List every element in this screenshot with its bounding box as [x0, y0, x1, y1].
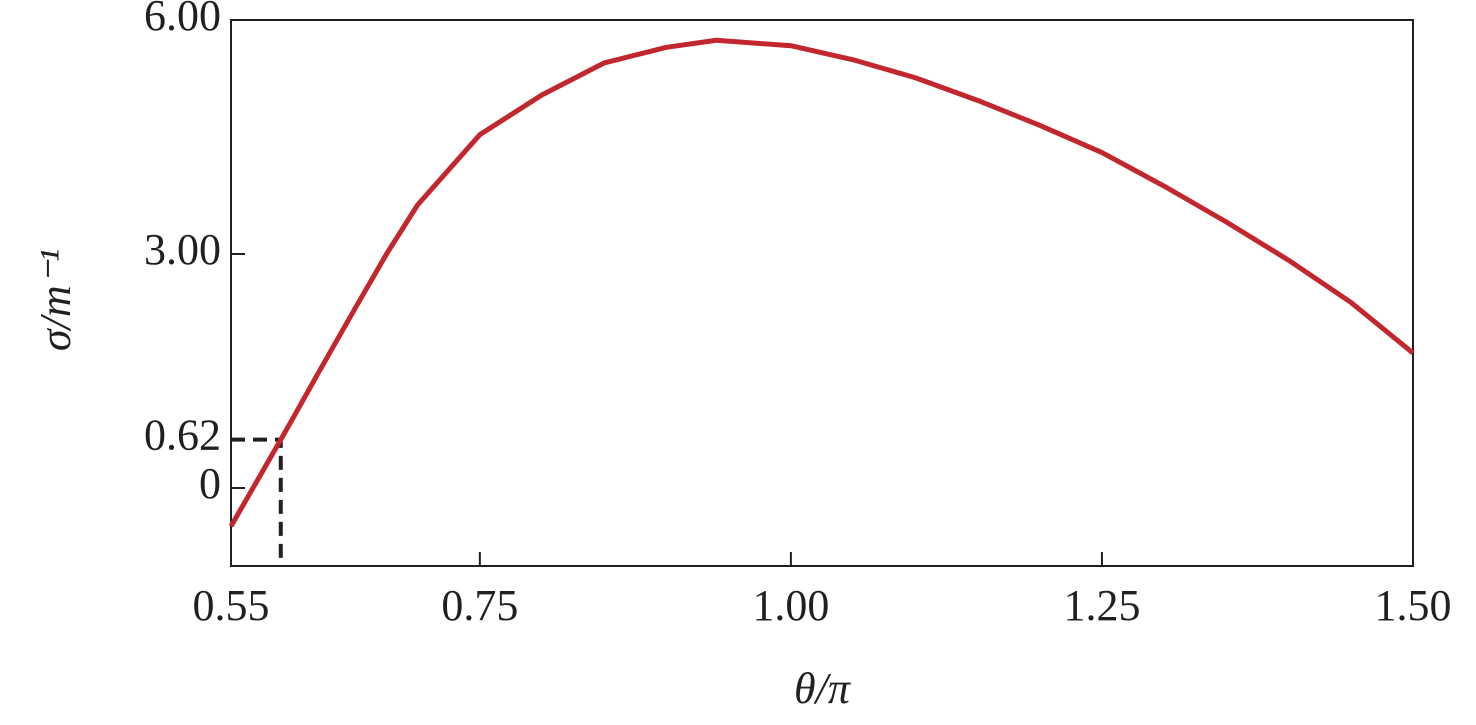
- x-tick-label: 0.55: [193, 581, 270, 630]
- plot-frame: [230, 19, 1414, 567]
- y-tick-label: 3.00: [144, 225, 221, 274]
- x-tick-label: 1.25: [1063, 581, 1140, 630]
- y-tick-label: 0.62: [144, 411, 221, 460]
- reference-line: [231, 437, 283, 566]
- y-tick-label: 6.00: [144, 0, 221, 40]
- x-tick-label: 1.00: [752, 581, 829, 630]
- line: [228, 37, 1415, 528]
- y-tick-label: 0: [199, 459, 221, 508]
- x-tick-label: 1.50: [1375, 581, 1452, 630]
- x-axis-label: θ/π: [794, 664, 852, 713]
- x-tick-label: 0.75: [441, 581, 518, 630]
- y-axis-label: σ/m⁻¹: [31, 249, 80, 351]
